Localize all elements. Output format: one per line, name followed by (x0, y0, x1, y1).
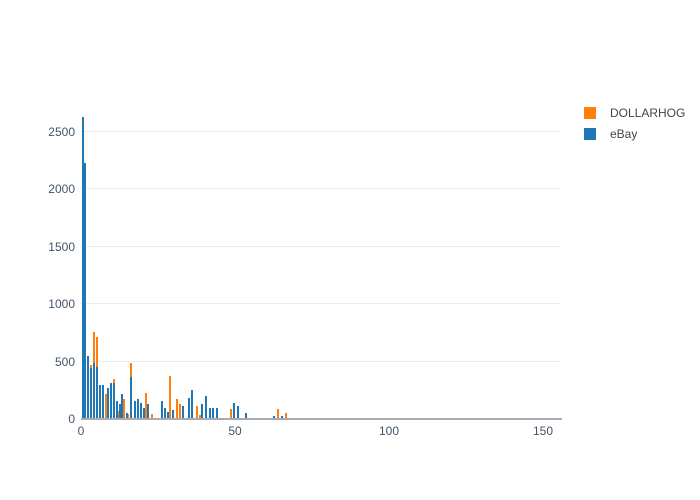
x-tick-label: 50 (228, 424, 242, 438)
x-axis-line (81, 418, 562, 420)
y-tick-label: 2000 (48, 182, 75, 197)
ebay-swatch-icon (584, 128, 596, 140)
bar-ebay[interactable] (245, 413, 247, 419)
bar-dollarhog[interactable] (199, 415, 201, 419)
bar-ebay[interactable] (201, 404, 203, 419)
bar-ebay[interactable] (147, 404, 149, 419)
bar-ebay[interactable] (233, 403, 235, 419)
bar-ebay[interactable] (116, 401, 118, 419)
y-tick-label: 500 (54, 354, 75, 369)
gridline (81, 188, 561, 190)
bar-dollarhog[interactable] (169, 376, 171, 419)
bar-ebay[interactable] (237, 406, 239, 419)
bar-ebay[interactable] (130, 377, 132, 419)
bar-ebay[interactable] (191, 390, 193, 419)
bar-ebay[interactable] (96, 367, 98, 419)
bar-ebay[interactable] (113, 383, 115, 419)
bar-dollarhog[interactable] (123, 399, 125, 419)
bar-dollarhog[interactable] (285, 413, 287, 419)
dollarhog-swatch-icon (584, 107, 596, 119)
bar-dollarhog[interactable] (179, 404, 181, 419)
bar-ebay[interactable] (161, 401, 163, 419)
bar-ebay[interactable] (209, 408, 211, 419)
bar-dollarhog[interactable] (151, 414, 153, 419)
legend-item-dollarhog[interactable]: DOLLARHOG (584, 106, 685, 120)
bar-ebay[interactable] (82, 117, 84, 419)
bar-ebay[interactable] (93, 363, 95, 419)
bar-ebay[interactable] (137, 399, 139, 419)
gridline (81, 245, 561, 247)
legend-label: DOLLARHOG (610, 106, 686, 120)
bar-ebay[interactable] (143, 408, 145, 419)
gridline (81, 131, 561, 132)
y-tick-label: 1500 (48, 239, 75, 254)
bar-dollarhog[interactable] (196, 406, 198, 419)
bar-dollarhog[interactable] (230, 409, 232, 419)
bar-ebay[interactable] (212, 408, 214, 419)
bar-ebay[interactable] (172, 410, 174, 419)
bar-ebay[interactable] (140, 403, 142, 419)
y-tick-label: 0 (68, 412, 75, 426)
bar-ebay[interactable] (164, 408, 166, 419)
bar-ebay[interactable] (110, 383, 112, 419)
bar-ebay[interactable] (182, 406, 184, 419)
gridline (81, 360, 561, 362)
bar-dollarhog[interactable] (127, 414, 129, 419)
bar-ebay[interactable] (121, 394, 123, 419)
bar-ebay[interactable] (99, 385, 101, 419)
x-tick-label: 100 (378, 424, 400, 438)
y-tick-label: 2500 (48, 125, 75, 139)
y-tick-label: 1000 (48, 297, 75, 312)
bar-dollarhog[interactable] (176, 399, 178, 419)
gridline (81, 303, 561, 305)
bar-ebay[interactable] (281, 416, 283, 419)
bar-ebay[interactable] (273, 416, 275, 419)
legend: DOLLARHOG eBay (584, 106, 685, 148)
bar-ebay[interactable] (90, 368, 92, 419)
legend-item-ebay[interactable]: eBay (584, 127, 685, 141)
bar-dollarhog[interactable] (145, 393, 147, 419)
bar-ebay[interactable] (102, 385, 104, 419)
x-tick-label: 150 (532, 424, 554, 438)
bar-ebay[interactable] (188, 398, 190, 419)
x-tick-label: 0 (77, 424, 85, 438)
bar-ebay[interactable] (107, 388, 109, 419)
bar-ebay[interactable] (126, 413, 128, 419)
bar-ebay[interactable] (205, 396, 207, 419)
bar-dollarhog[interactable] (105, 394, 107, 419)
plot-area (81, 105, 561, 419)
bar-ebay[interactable] (216, 408, 218, 419)
legend-label: eBay (610, 127, 638, 141)
bar-ebay[interactable] (84, 163, 86, 419)
bar-ebay[interactable] (119, 404, 121, 419)
bar-dollarhog[interactable] (277, 409, 279, 419)
bar-ebay[interactable] (87, 356, 89, 419)
bar-ebay[interactable] (167, 412, 169, 419)
bar-ebay[interactable] (134, 401, 136, 419)
